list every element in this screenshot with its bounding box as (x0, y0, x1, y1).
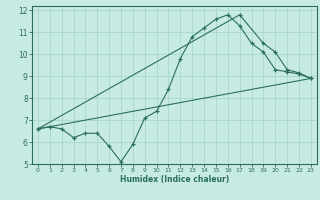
X-axis label: Humidex (Indice chaleur): Humidex (Indice chaleur) (120, 175, 229, 184)
